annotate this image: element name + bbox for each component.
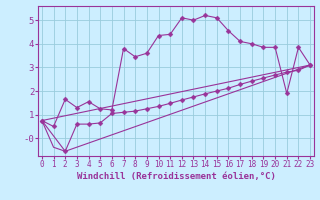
X-axis label: Windchill (Refroidissement éolien,°C): Windchill (Refroidissement éolien,°C) bbox=[76, 172, 276, 181]
